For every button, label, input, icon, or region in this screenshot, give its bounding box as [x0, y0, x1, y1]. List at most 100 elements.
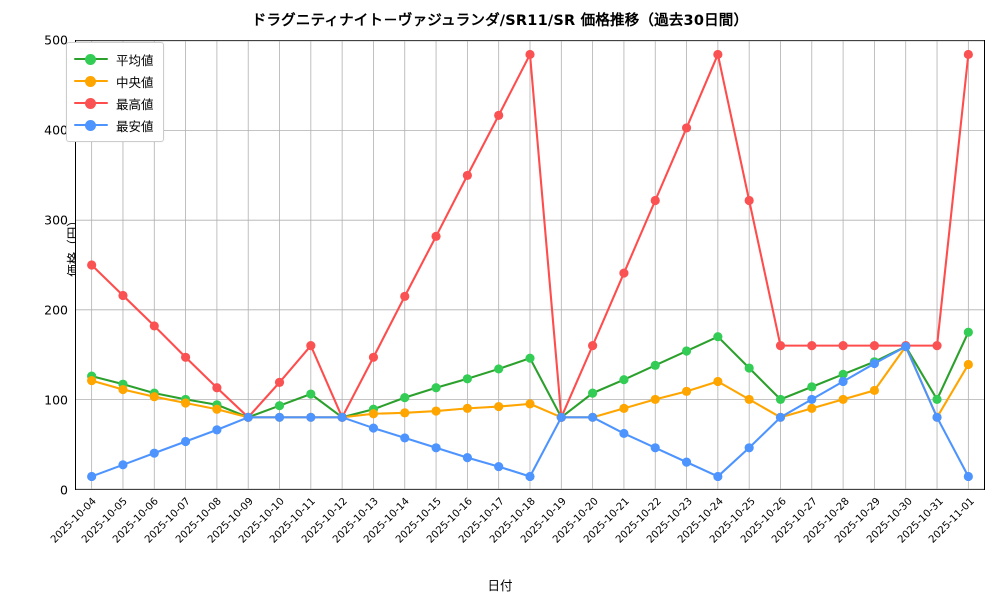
legend-swatch-icon: [74, 74, 108, 88]
data-point: [588, 412, 598, 422]
data-point: [588, 341, 598, 351]
legend-item-3[interactable]: 最高値: [74, 92, 154, 114]
data-point: [619, 428, 629, 439]
data-point: [775, 341, 786, 351]
data-point: [494, 401, 504, 412]
data-point: [118, 290, 128, 301]
data-point: [306, 341, 316, 351]
x-axis-label: 日付: [487, 578, 513, 593]
data-point: [744, 443, 754, 453]
data-point: [807, 394, 817, 404]
data-point: [963, 49, 973, 60]
plot-area: [75, 40, 985, 490]
series-line: [90, 53, 970, 419]
data-point: [431, 406, 441, 416]
data-point: [650, 195, 660, 206]
data-point: [212, 383, 222, 393]
data-point: [431, 231, 441, 241]
data-point: [87, 471, 97, 482]
data-point: [775, 394, 786, 404]
data-point: [869, 341, 880, 351]
data-point: [713, 471, 723, 482]
data-point: [431, 383, 441, 393]
data-point: [807, 382, 817, 392]
data-point: [462, 170, 472, 180]
data-point: [87, 376, 97, 386]
data-point: [180, 398, 191, 408]
data-point: [713, 49, 723, 60]
legend-swatch-icon: [74, 52, 108, 66]
chart-title: ドラグニティナイト－ヴァジュランダ/SR11/SR 価格推移（過去30日間）: [251, 13, 749, 29]
data-point: [180, 436, 191, 447]
data-point: [932, 412, 942, 422]
legend-item-2[interactable]: 中央値: [74, 70, 154, 92]
data-point: [775, 412, 786, 422]
data-point: [149, 321, 159, 331]
legend-swatch-icon: [74, 118, 108, 132]
data-point: [400, 393, 410, 403]
data-point: [306, 389, 316, 399]
data-point: [400, 291, 410, 301]
data-point: [462, 374, 472, 384]
legend-label: 平均値: [116, 52, 154, 68]
data-point: [932, 394, 942, 404]
data-point: [149, 448, 159, 458]
data-point: [838, 341, 848, 351]
data-point: [180, 352, 191, 362]
data-point: [431, 443, 441, 453]
legend-item-1[interactable]: 平均値: [74, 48, 154, 70]
chart-legend: 平均値中央値最高値最安値: [66, 42, 164, 142]
data-point: [838, 369, 848, 379]
series-4: [87, 341, 973, 482]
data-point: [838, 376, 848, 387]
data-point: [744, 195, 754, 206]
data-point: [243, 412, 253, 422]
data-point: [525, 353, 535, 363]
legend-label: 中央値: [116, 74, 154, 90]
data-point: [650, 394, 660, 404]
data-point: [963, 359, 973, 370]
data-point: [274, 412, 285, 422]
y-axis-tick-labels: 0 100 200 300 400 500: [0, 33, 68, 498]
data-point: [963, 327, 973, 337]
data-point: [713, 332, 723, 342]
data-point: [149, 392, 159, 402]
data-point: [274, 377, 285, 387]
data-point: [368, 352, 379, 362]
data-point: [869, 385, 880, 396]
data-point: [619, 375, 629, 385]
data-point: [462, 453, 472, 463]
data-point: [462, 403, 472, 413]
y-tick-label: 0: [60, 482, 68, 498]
data-point: [212, 404, 222, 414]
data-point: [869, 358, 880, 369]
data-point: [650, 360, 660, 370]
y-tick-label: 100: [44, 392, 68, 408]
data-point: [368, 423, 379, 433]
data-point: [681, 346, 692, 356]
data-point: [807, 341, 817, 351]
data-point: [619, 403, 629, 413]
data-point: [681, 386, 692, 396]
y-tick-label: 200: [44, 302, 68, 318]
data-point: [118, 460, 128, 470]
data-point: [525, 399, 535, 409]
data-point: [118, 384, 128, 395]
data-point: [368, 409, 379, 419]
legend-item-4[interactable]: 最安値: [74, 114, 154, 136]
data-point: [525, 471, 535, 482]
data-series-layer: [87, 49, 973, 482]
data-point: [400, 433, 410, 443]
y-tick-label: 400: [44, 122, 68, 138]
data-point: [400, 408, 410, 418]
data-point: [494, 364, 504, 374]
data-point: [901, 341, 911, 352]
data-point: [650, 443, 660, 453]
data-point: [744, 363, 754, 373]
data-point: [556, 412, 566, 422]
data-point: [306, 412, 316, 422]
legend-label: 最安値: [116, 118, 154, 134]
data-point: [932, 341, 942, 351]
data-point: [274, 401, 285, 411]
